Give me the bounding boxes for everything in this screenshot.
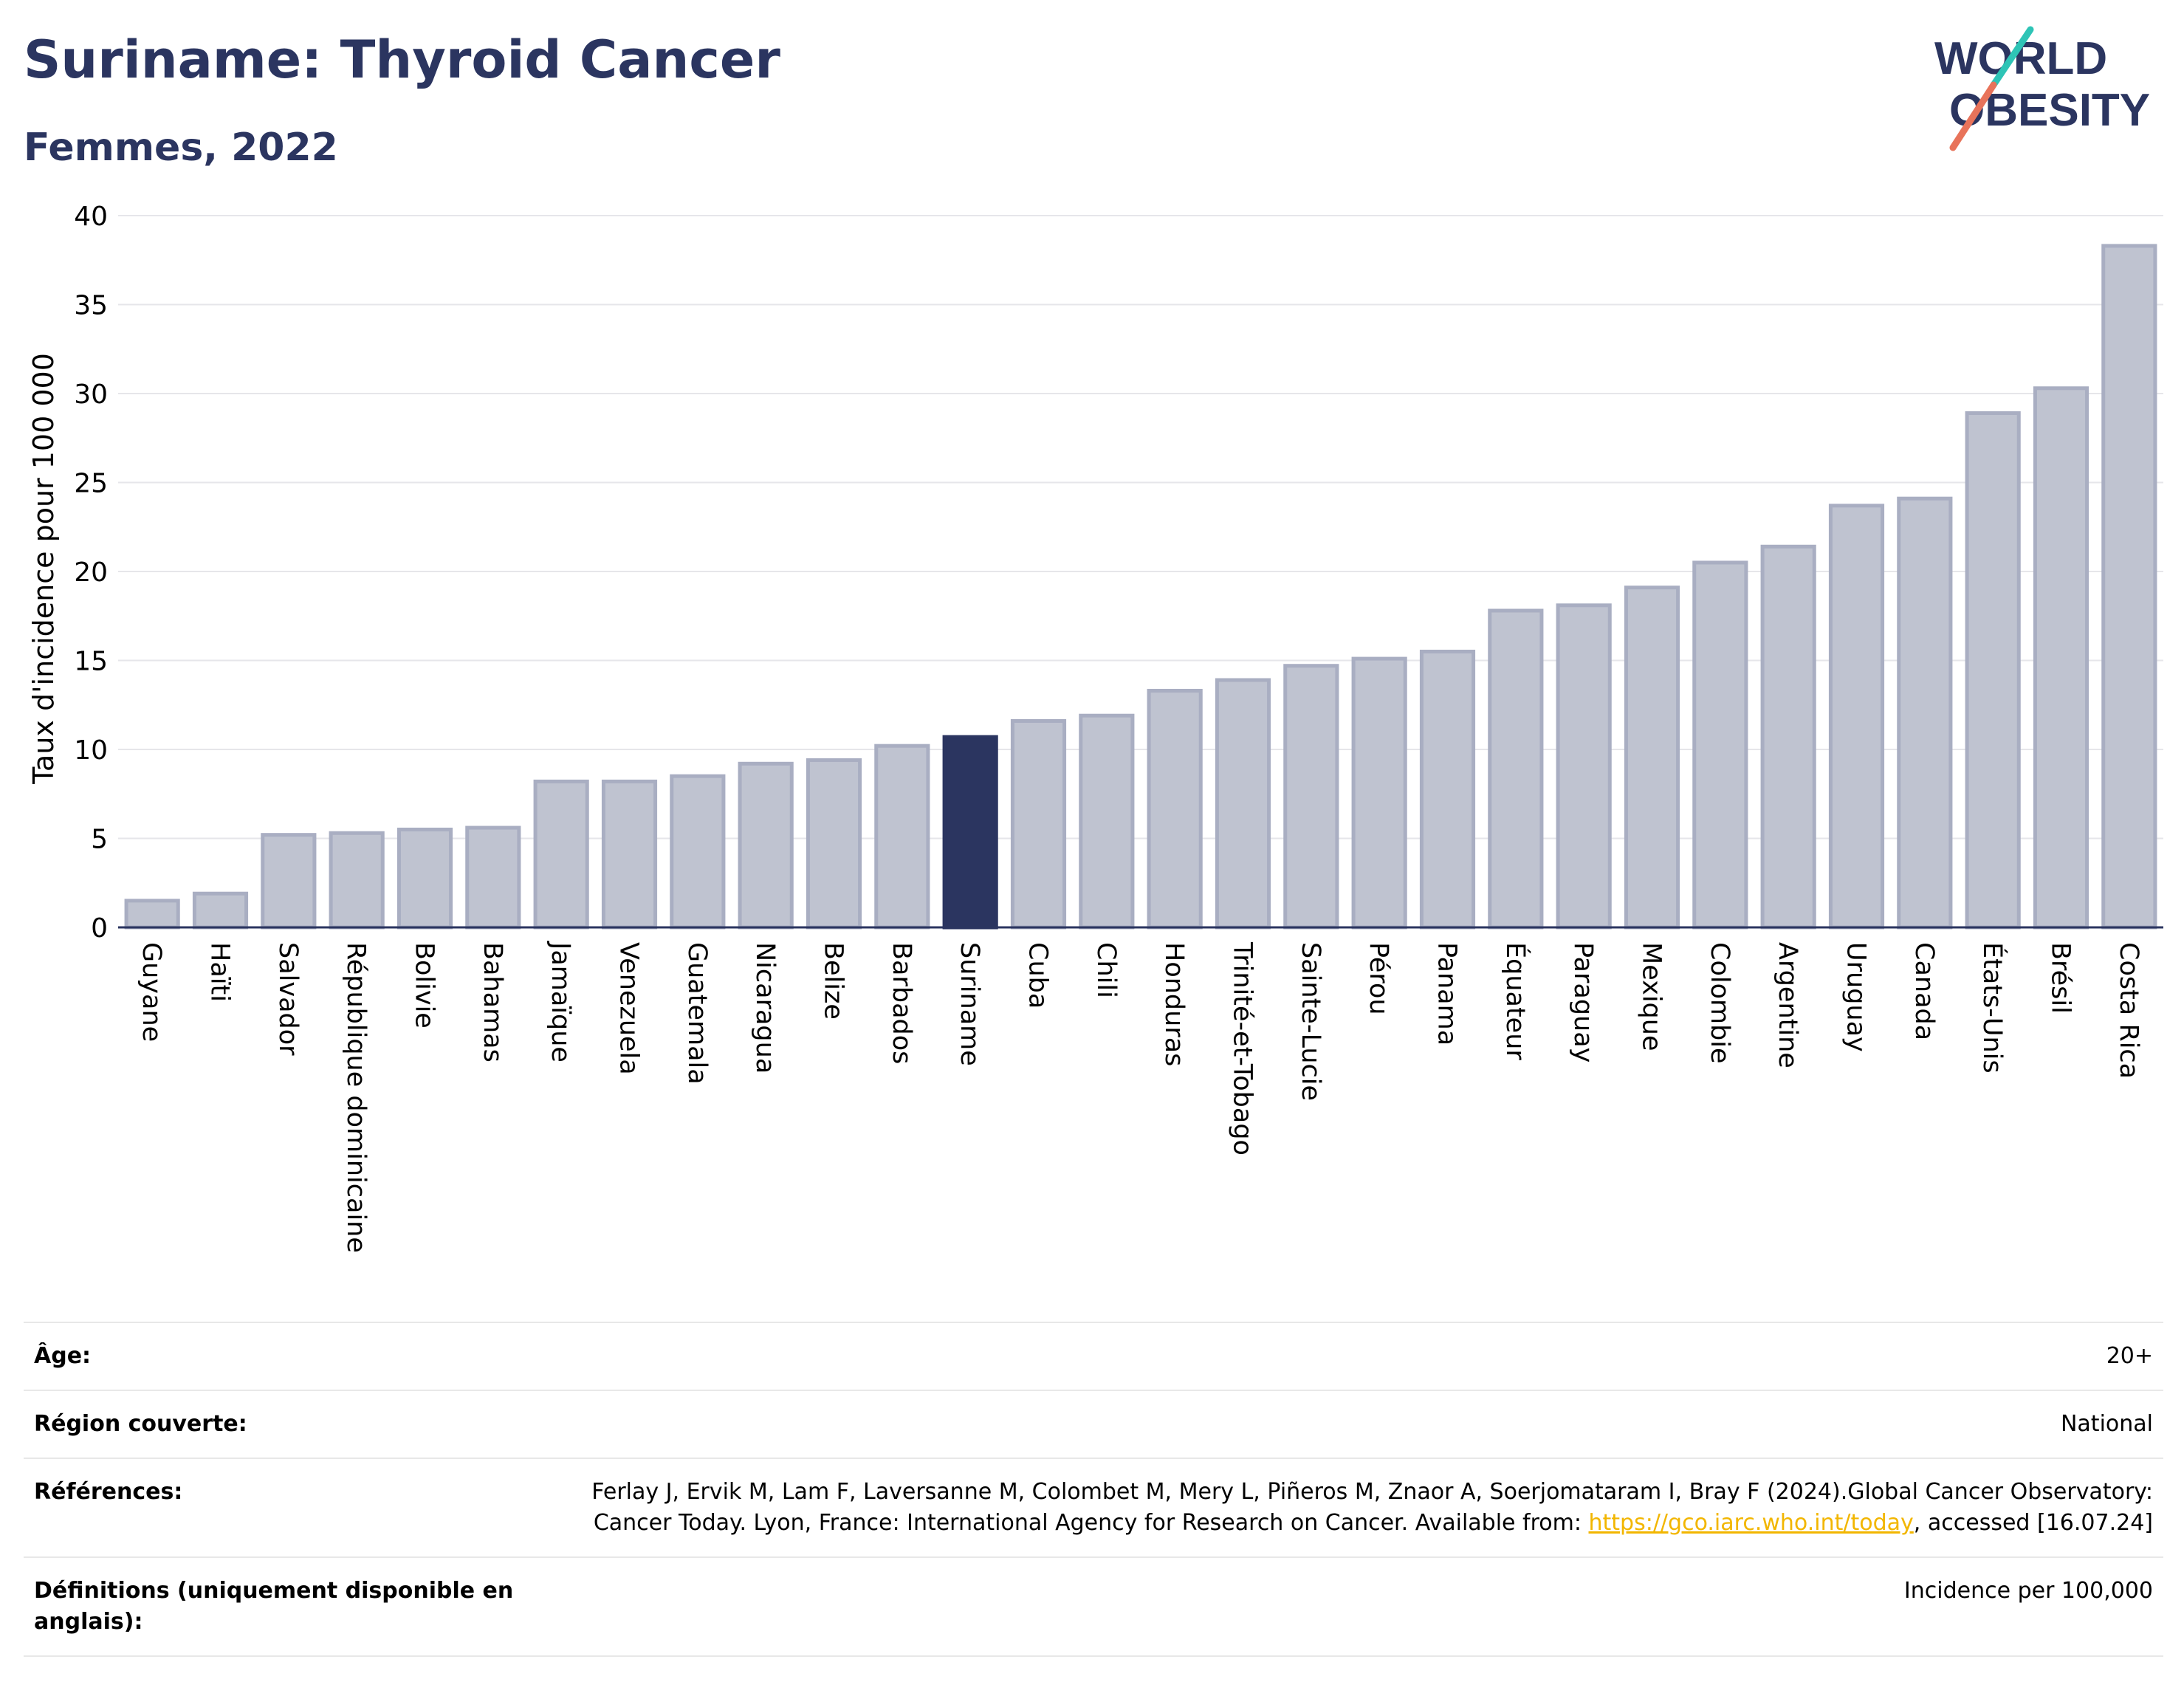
y-tick-labels: 0 5 10 15 20 25 30 35 40: [74, 202, 108, 944]
y-tick-label: 25: [74, 469, 108, 499]
bar-barbados: [874, 744, 930, 930]
info-row-age: Âge: 20+: [24, 1322, 2163, 1390]
x-tick-label: Trinité-et-Tobago: [1228, 941, 1257, 1156]
bar-argentine: [1760, 544, 1816, 930]
x-tick-label: Venezuela: [614, 942, 644, 1075]
logo-slash-coral: [1949, 81, 1997, 151]
bar-pérou: [1351, 656, 1407, 930]
y-tick-label: 35: [74, 291, 108, 321]
x-tick-label: Pérou: [1364, 942, 1393, 1015]
y-tick-label: 0: [91, 913, 108, 944]
bar-salvador: [261, 833, 317, 930]
bar-uruguay: [1828, 504, 1885, 930]
bar-paraguay: [1556, 603, 1612, 930]
y-tick-label: 15: [74, 647, 108, 677]
x-tick-label: Belize: [819, 942, 848, 1020]
x-tick-label: Colombie: [1705, 942, 1734, 1064]
bar-haïti: [192, 891, 249, 930]
x-tick-label: Honduras: [1159, 942, 1189, 1066]
y-tick-label: 10: [74, 735, 108, 766]
bar-canada: [1897, 496, 1953, 930]
x-tick-label: Guyane: [137, 942, 166, 1042]
bar-république-dominicaine: [329, 831, 385, 930]
x-tick-label: Panama: [1432, 942, 1462, 1046]
x-tick-label: Argentine: [1773, 942, 1802, 1068]
bar-suriname: [942, 735, 998, 930]
bar-bahamas: [465, 825, 521, 930]
page-subtitle: Femmes, 2022: [24, 126, 338, 170]
x-tick-label: Brésil: [2046, 942, 2075, 1014]
x-tick-label: Guatemala: [682, 942, 712, 1085]
bar-guatemala: [670, 774, 726, 930]
x-tick-label: États-Unis: [1977, 942, 2008, 1074]
bars: [124, 244, 2157, 930]
definitions-value: Incidence per 100,000: [1903, 1578, 2153, 1604]
x-tick-label: Mexique: [1637, 942, 1666, 1051]
bar-brésil: [2033, 386, 2089, 930]
logo-slash-teal: [1990, 26, 2034, 89]
grid-lines: [118, 215, 2163, 840]
x-tick-label: Sainte-Lucie: [1296, 942, 1325, 1101]
bar-équateur: [1488, 608, 1544, 930]
y-tick-label: 5: [91, 825, 108, 855]
bar-mexique: [1624, 586, 1680, 930]
bar-jamaïque: [533, 779, 589, 930]
x-tick-label: Canada: [1909, 942, 1939, 1040]
definitions-label: Définitions (uniquement disponible en an…: [34, 1578, 514, 1635]
age-label: Âge:: [34, 1343, 92, 1369]
references-link[interactable]: https://gco.iarc.who.int/today: [1588, 1510, 1914, 1536]
y-tick-label: 20: [74, 557, 108, 588]
y-axis-label: Taux d'incidence pour 100 000: [27, 353, 60, 785]
bar-venezuela: [601, 779, 658, 930]
x-tick-label: Haïti: [205, 942, 235, 1002]
bar-bolivie: [396, 827, 453, 930]
region-label: Région couverte:: [34, 1411, 247, 1437]
references-tail: , accessed [16.07.24]: [1913, 1510, 2153, 1536]
x-tick-labels: Guyane Haïti Salvador République dominicain…: [137, 941, 2143, 1253]
bar-sainte-lucie: [1283, 664, 1339, 930]
bar-chili: [1079, 713, 1135, 930]
bar-honduras: [1147, 688, 1203, 930]
info-row-definitions: Définitions (uniquement disponible en an…: [24, 1556, 2163, 1657]
info-row-region: Région couverte: National: [24, 1390, 2163, 1458]
region-value: National: [2060, 1411, 2153, 1437]
x-tick-label: République dominicaine: [341, 942, 371, 1253]
references-label: Références:: [34, 1479, 183, 1505]
x-tick-label: Chili: [1091, 942, 1121, 998]
bar-cuba: [1010, 718, 1067, 930]
references-value: Ferlay J, Ervik M, Lam F, Laversanne M, …: [566, 1477, 2153, 1539]
x-tick-label: Nicaragua: [750, 942, 780, 1074]
x-tick-label: Suriname: [955, 942, 984, 1066]
bar-trinité-et-tobago: [1215, 678, 1271, 930]
x-tick-label: Uruguay: [1841, 942, 1871, 1052]
bar-chart: 0 5 10 15 20 25 30 35 40 Guyane Haïti Salvador Répu…: [27, 202, 2163, 1253]
x-tick-label: Barbados: [887, 942, 916, 1064]
info-row-references: Références: Ferlay J, Ervik M, Lam F, La…: [24, 1458, 2163, 1556]
x-tick-label: Cuba: [1023, 942, 1053, 1009]
bar-belize: [806, 758, 862, 930]
bar-nicaragua: [738, 761, 794, 930]
x-tick-label: Salvador: [273, 942, 303, 1056]
x-tick-label: Équateur: [1500, 942, 1531, 1060]
x-tick-label: Bolivie: [410, 942, 439, 1029]
bar-guyane: [124, 899, 180, 930]
age-value: 20+: [2106, 1343, 2153, 1369]
logo-line2: OBESITY: [1949, 85, 2150, 136]
bar-panama: [1419, 649, 1476, 930]
bar-colombie: [1692, 560, 1748, 930]
references-text: Ferlay J, Ervik M, Lam F, Laversanne M, …: [591, 1479, 2153, 1536]
x-tick-label: Costa Rica: [2114, 942, 2143, 1079]
x-tick-label: Paraguay: [1568, 942, 1598, 1062]
bar-états-unis: [1965, 411, 2021, 930]
bar-costa-rica: [2101, 244, 2157, 930]
world-obesity-logo: WORLD OBESITY: [1934, 26, 2150, 151]
y-tick-label: 40: [74, 202, 108, 232]
x-tick-label: Bahamas: [478, 942, 507, 1062]
info-table: Âge: 20+ Région couverte: National Référ…: [24, 1322, 2163, 1657]
page-title: Suriname: Thyroid Cancer: [24, 30, 780, 90]
x-tick-label: Jamaïque: [546, 941, 575, 1062]
y-tick-label: 30: [74, 380, 108, 410]
